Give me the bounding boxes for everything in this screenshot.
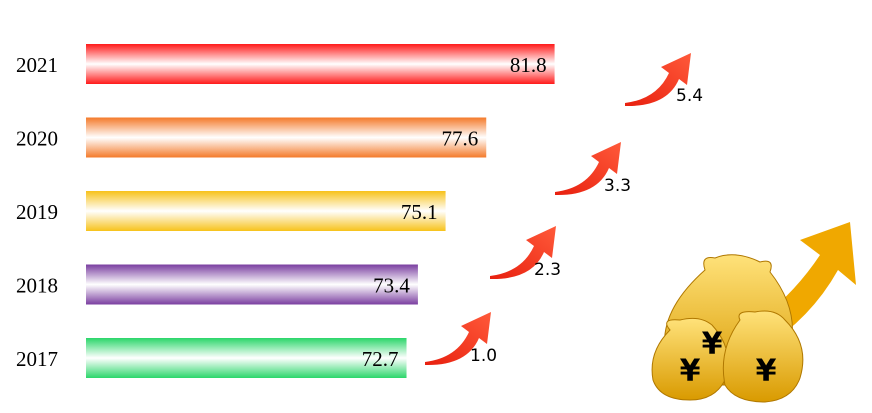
growth-arrow [625,53,691,107]
bar [86,338,407,378]
value-label: 77.6 [441,126,478,150]
value-label: 72.7 [362,347,399,371]
bar [86,264,418,305]
icon-symbol: ¥ [702,327,723,362]
bag [722,310,804,403]
y-tick-label: 2021 [16,53,58,77]
bar [86,191,446,231]
annotation: 5.4 [676,86,703,106]
icon-symbol: ¥ [680,354,701,389]
growth-arrow [555,142,621,196]
annotation: 3.3 [604,176,631,196]
icon-symbol: ¥ [756,354,777,389]
y-tick-label: 2020 [16,126,58,150]
bar [86,117,487,158]
y-tick-label: 2017 [16,347,58,371]
annotation: 2.3 [534,260,561,280]
money-icon [651,222,856,403]
y-tick-label: 2019 [16,200,58,224]
value-label: 81.8 [510,53,547,77]
value-label: 73.4 [373,273,410,297]
growth-arrow [490,226,556,280]
y-tick-label: 2018 [16,273,58,297]
value-label: 75.1 [401,200,438,224]
growth-arrow [425,312,491,366]
bar [86,44,555,84]
annotation: 1.0 [470,346,497,366]
